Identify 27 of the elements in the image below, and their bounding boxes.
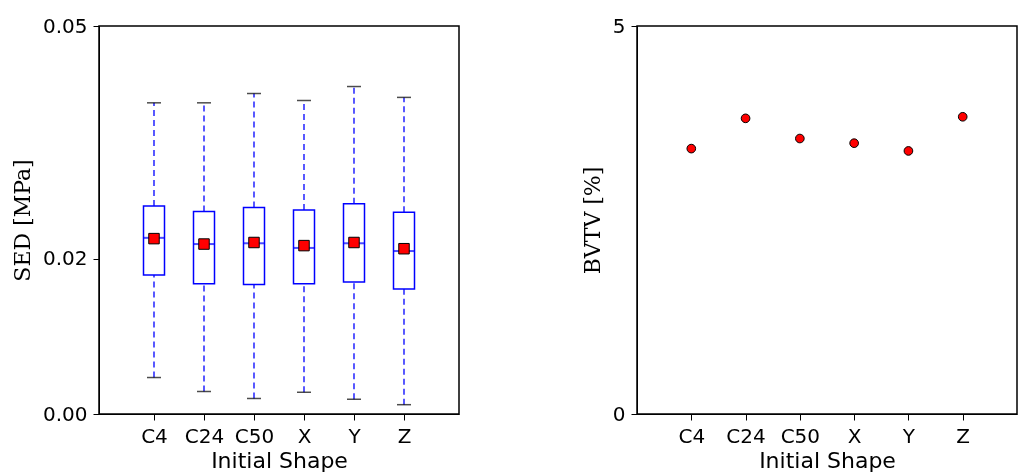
- point: [849, 138, 859, 148]
- x-tick-label: C24: [726, 423, 766, 448]
- x-tick-label: C4: [141, 423, 168, 448]
- x-tick-label: Z: [397, 423, 412, 448]
- y-axis-title: SED [MPa]: [9, 159, 35, 282]
- x-tick-label: Y: [347, 423, 362, 448]
- x-tick-label: C50: [780, 423, 821, 448]
- y-tick-label: 0.05: [42, 13, 88, 38]
- point: [795, 133, 805, 144]
- point: [740, 113, 751, 124]
- x-tick-label: C50: [234, 423, 275, 448]
- y-tick-label: 0.00: [42, 401, 88, 426]
- x-tick-label: C4: [678, 423, 706, 448]
- x-tick-label: Z: [956, 423, 971, 448]
- y-axis-title: BVTV [%]: [579, 166, 605, 275]
- x-tick-label: X: [297, 423, 312, 448]
- y-tick-label: 0: [612, 401, 626, 426]
- x-tick-label: X: [847, 423, 862, 448]
- y-tick-label: 5: [612, 13, 626, 38]
- x-axis-title: Initial Shape: [211, 447, 348, 473]
- point: [903, 146, 914, 156]
- y-tick-label: 0.02: [42, 246, 88, 271]
- point: [957, 111, 968, 122]
- x-axis-title: Initial Shape: [759, 447, 896, 473]
- x-tick-label: C24: [184, 423, 225, 448]
- point: [686, 143, 697, 154]
- x-tick-label: Y: [901, 423, 916, 448]
